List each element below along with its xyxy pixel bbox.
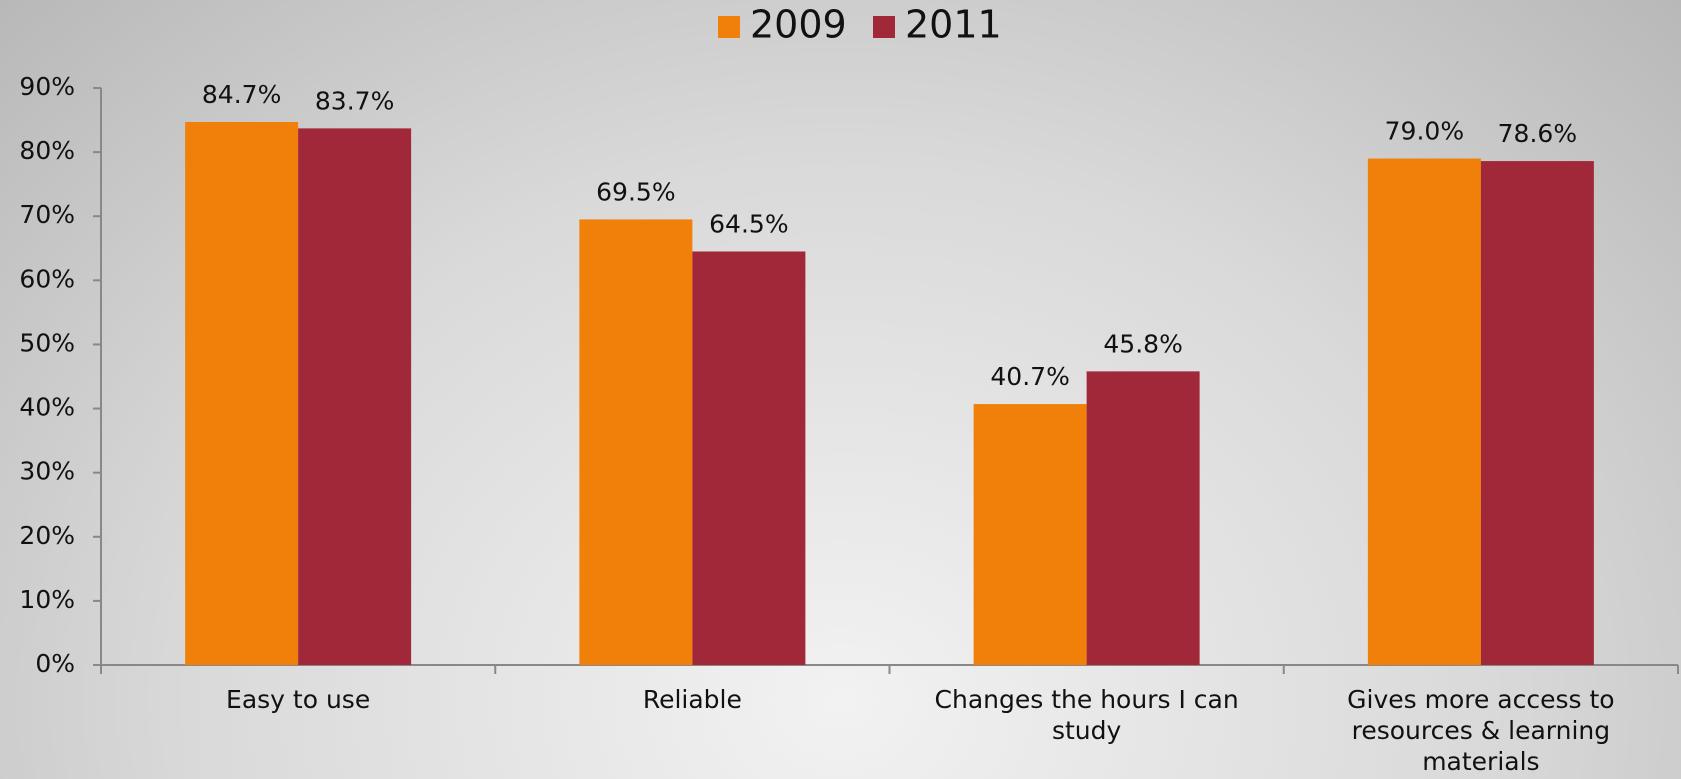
y-tick-label: 80%	[19, 136, 75, 165]
x-tick-label: Reliable	[642, 685, 742, 714]
value-label: 64.5%	[709, 209, 788, 238]
y-tick-label: 10%	[19, 585, 75, 614]
y-tick-label: 0%	[35, 649, 75, 678]
bar	[973, 404, 1087, 665]
legend-swatch	[718, 16, 740, 38]
bar	[1086, 371, 1200, 665]
y-tick-label: 70%	[19, 200, 75, 229]
bar	[1367, 158, 1481, 665]
value-label: 83.7%	[315, 86, 394, 115]
legend-label: 2009	[750, 3, 847, 47]
y-tick-label: 40%	[19, 393, 75, 422]
bar	[185, 121, 299, 666]
value-label: 79.0%	[1385, 117, 1464, 146]
bar	[692, 251, 806, 665]
value-label: 45.8%	[1103, 329, 1182, 358]
y-tick-label: 20%	[19, 521, 75, 550]
x-tick-label: Easy to use	[226, 685, 371, 714]
legend-label: 2011	[905, 3, 1002, 47]
value-label: 40.7%	[990, 362, 1069, 391]
bar	[1480, 161, 1594, 665]
value-label: 69.5%	[596, 177, 675, 206]
y-tick-label: 30%	[19, 457, 75, 486]
x-tick-label: Gives more access to resources & learnin…	[1347, 685, 1615, 776]
legend-swatch	[873, 16, 895, 38]
x-tick-label: Changes the hours I can study	[934, 685, 1239, 745]
bar	[579, 219, 693, 665]
y-tick-label: 60%	[19, 264, 75, 293]
bar	[298, 128, 412, 665]
value-label: 78.6%	[1498, 119, 1577, 148]
value-label: 84.7%	[202, 80, 281, 109]
y-tick-label: 90%	[19, 72, 75, 101]
y-tick-label: 50%	[19, 328, 75, 357]
